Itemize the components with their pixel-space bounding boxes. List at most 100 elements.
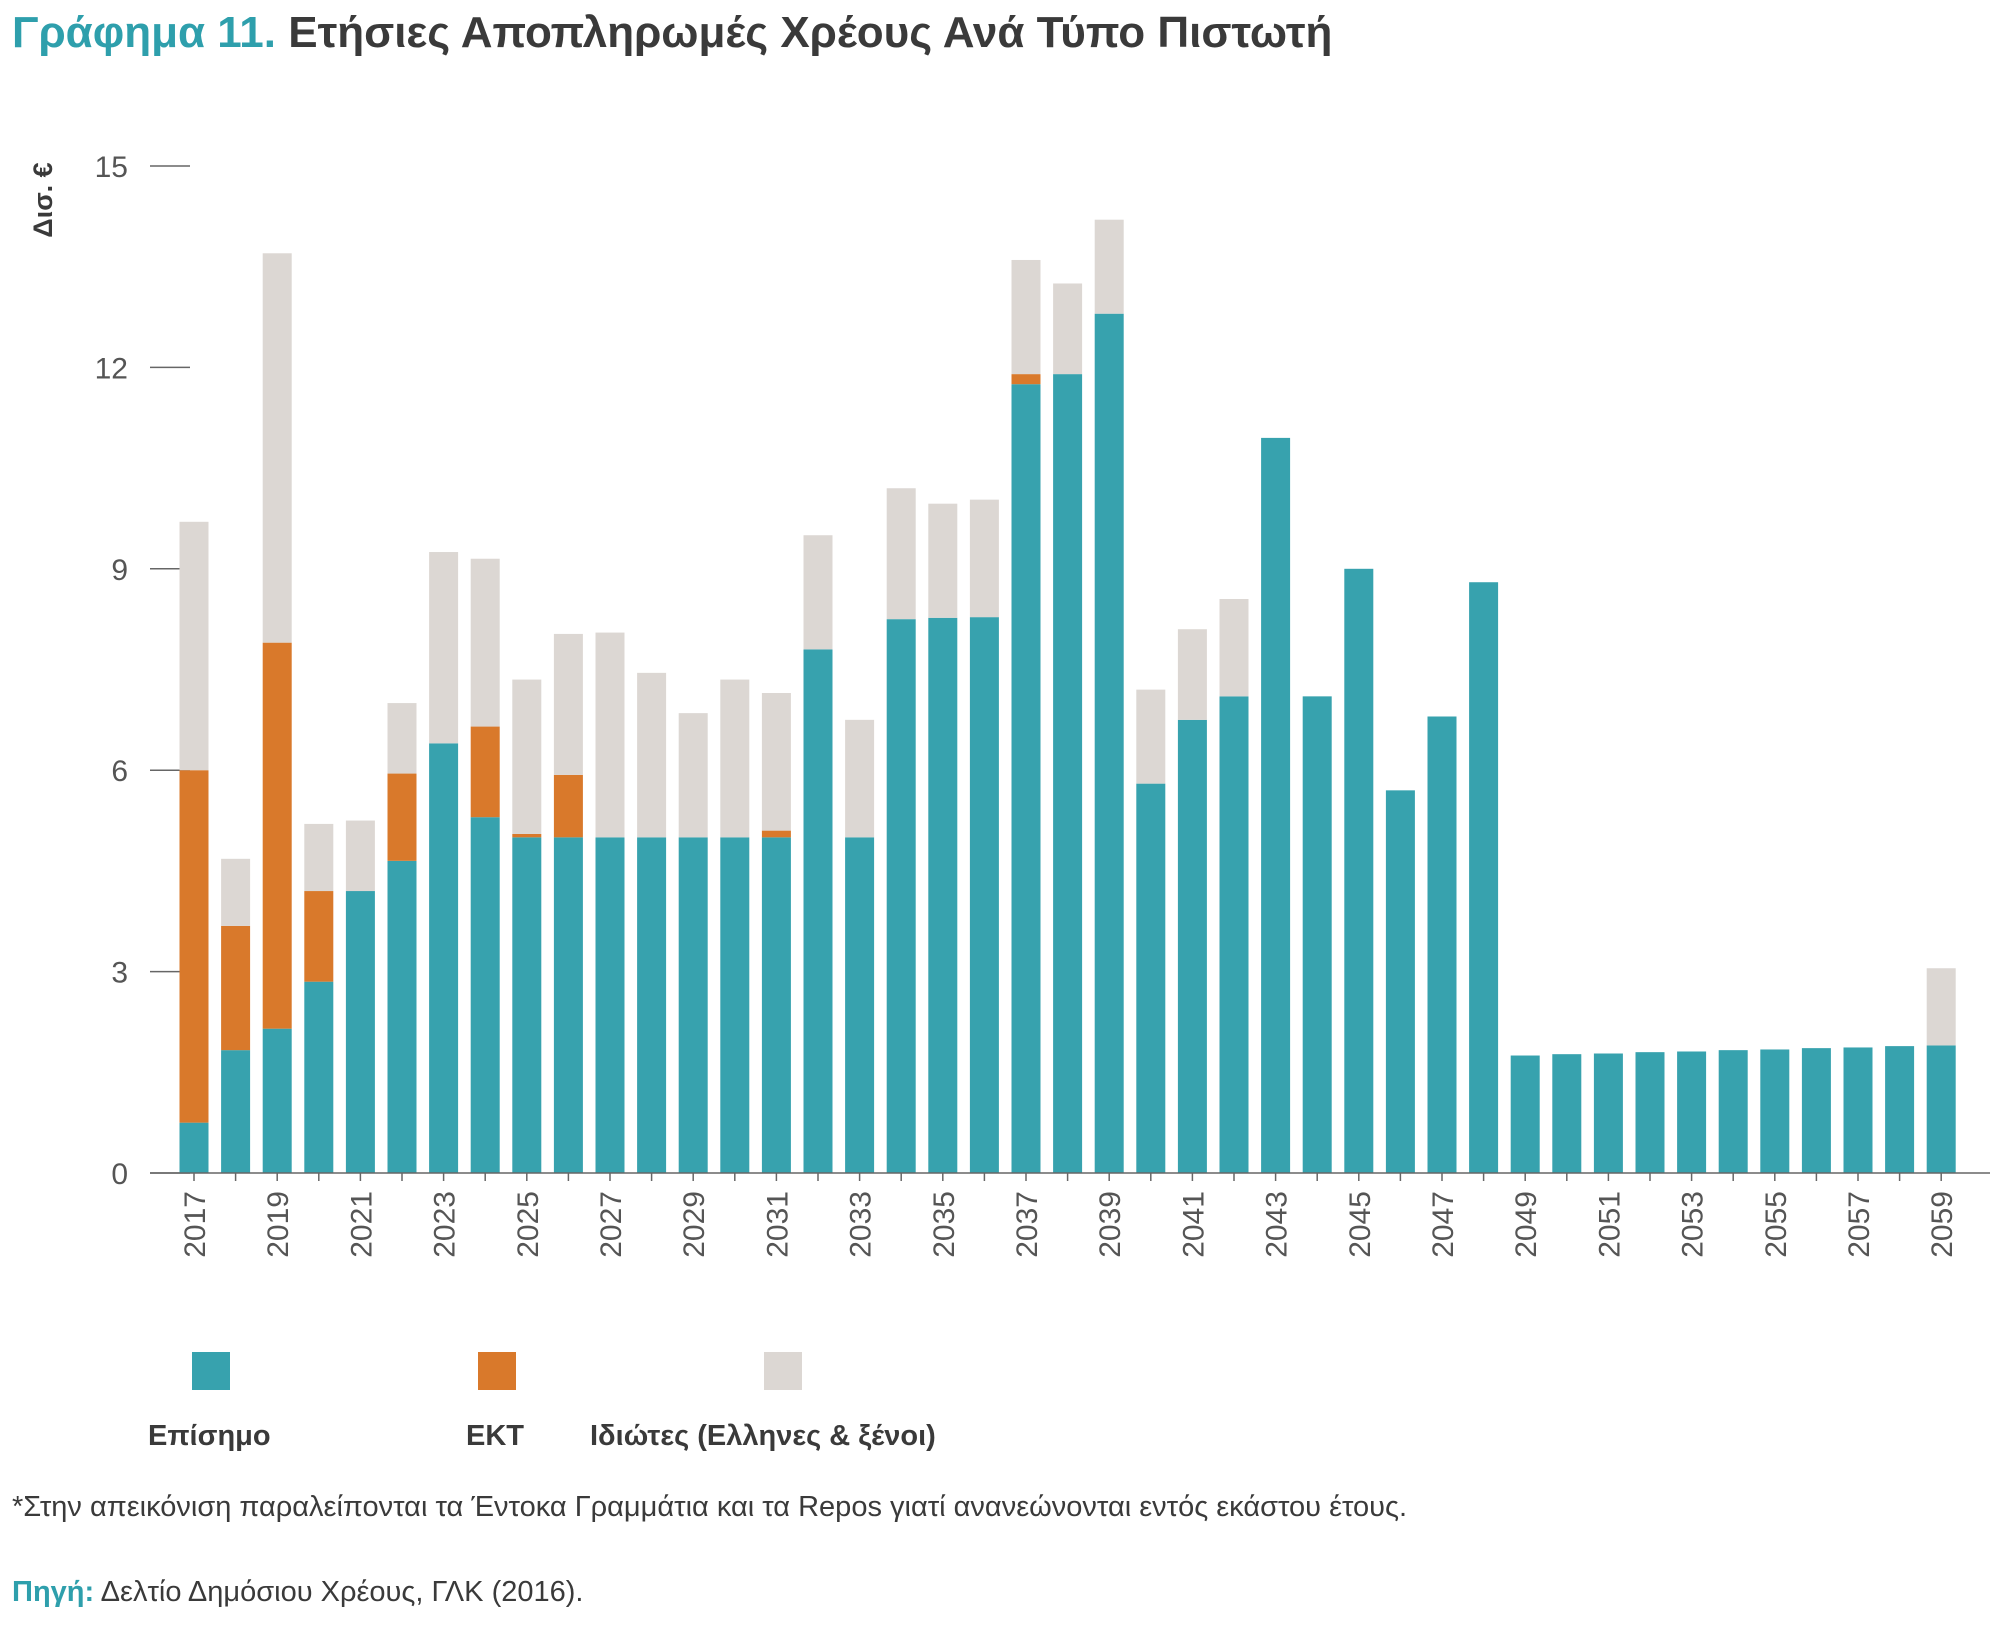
bar-private-2017 — [179, 521, 209, 771]
bar-ecb-2037 — [1011, 374, 1041, 385]
x-tick-label: 2033 — [845, 1191, 878, 1258]
bar-ecb-2018 — [221, 925, 251, 1051]
bar-official-2055 — [1760, 1049, 1790, 1173]
bar-private-2038 — [1053, 283, 1083, 375]
bar-ecb-2022 — [387, 773, 417, 861]
bar-private-2031 — [761, 692, 791, 831]
bar-ecb-2025 — [512, 833, 542, 838]
bar-private-2035 — [928, 503, 958, 618]
bar-official-2044 — [1302, 696, 1332, 1173]
bar-official-2048 — [1469, 582, 1499, 1173]
x-tick-label: 2049 — [1510, 1191, 1543, 1258]
legend-label-official: Επίσημο — [148, 1420, 271, 1452]
bar-ecb-2020 — [304, 891, 334, 982]
bar-official-2035 — [928, 617, 958, 1173]
x-tick-label: 2027 — [595, 1191, 628, 1258]
bar-official-2030 — [720, 837, 750, 1173]
bar-official-2028 — [637, 837, 667, 1173]
bar-private-2026 — [553, 633, 583, 775]
x-tick-label: 2051 — [1593, 1191, 1626, 1258]
bar-official-2023 — [429, 743, 459, 1173]
bar-official-2025 — [512, 837, 542, 1173]
legend-label-ecb: ΕΚΤ — [466, 1420, 524, 1452]
y-tick-label: 9 — [111, 554, 128, 587]
bar-official-2037 — [1011, 384, 1041, 1173]
x-tick-label: 2017 — [179, 1191, 212, 1258]
x-tick-label: 2043 — [1261, 1191, 1294, 1258]
bar-private-2034 — [886, 488, 916, 620]
bar-private-2021 — [345, 820, 375, 892]
bar-official-2046 — [1385, 790, 1415, 1173]
x-tick-label: 2023 — [429, 1191, 462, 1258]
bar-official-2020 — [304, 981, 334, 1173]
y-axis: 0 3 6 9 12 15 — [95, 151, 190, 1191]
bar-private-2039 — [1094, 219, 1124, 314]
x-tick-label: 2025 — [512, 1191, 545, 1258]
y-tick-label: 3 — [111, 957, 128, 990]
x-tick-label: 2019 — [262, 1191, 295, 1258]
x-tick-label: 2035 — [928, 1191, 961, 1258]
bar-official-2049 — [1510, 1055, 1540, 1173]
y-tick-label: 6 — [111, 755, 128, 788]
bar-private-2018 — [221, 858, 251, 926]
bar-official-2027 — [595, 837, 625, 1173]
bar-official-2022 — [387, 860, 417, 1173]
x-tick-label: 2045 — [1344, 1191, 1377, 1258]
source-line: Πηγή: Δελτίο Δημόσιου Χρέους, ΓΛΚ (2016)… — [12, 1576, 583, 1609]
bar-official-2021 — [345, 891, 375, 1173]
footnote: *Στην απεικόνιση παραλείπονται τα Έντοκα… — [12, 1491, 1408, 1523]
bar-private-2037 — [1011, 259, 1041, 375]
x-tick-label: 2047 — [1427, 1191, 1460, 1258]
bar-official-2039 — [1094, 313, 1124, 1173]
legend: Επίσημο ΕΚΤ Ιδιώτες (Ελληνες & ξένοι) — [0, 1352, 1100, 1462]
bar-official-2043 — [1261, 437, 1291, 1173]
bar-private-2028 — [637, 672, 667, 838]
bar-official-2053 — [1677, 1051, 1707, 1173]
bar-private-2027 — [595, 632, 625, 838]
x-tick-label: 2053 — [1677, 1191, 1710, 1258]
bar-official-2050 — [1552, 1054, 1582, 1173]
bar-official-2034 — [886, 619, 916, 1173]
bar-ecb-2031 — [761, 830, 791, 838]
y-tick-label: 12 — [95, 352, 128, 385]
source-text: Δελτίο Δημόσιου Χρέους, ΓΛΚ (2016). — [100, 1576, 584, 1608]
x-tick-label: 2029 — [678, 1191, 711, 1258]
bar-ecb-2024 — [470, 726, 500, 818]
chart-title: Γράφημα 11. Ετήσιες Αποπληρωμές Χρέους Α… — [12, 8, 1332, 58]
x-tick-label: 2059 — [1926, 1191, 1959, 1258]
bar-official-2058 — [1885, 1046, 1915, 1173]
bar-official-2052 — [1635, 1052, 1665, 1173]
x-tick-label: 2037 — [1011, 1191, 1044, 1258]
legend-label-private: Ιδιώτες (Ελληνες & ξένοι) — [590, 1420, 936, 1452]
bar-official-2051 — [1593, 1053, 1623, 1173]
x-tick-label: 2039 — [1094, 1191, 1127, 1258]
bar-official-2038 — [1053, 374, 1083, 1173]
bar-official-2040 — [1136, 783, 1166, 1173]
bar-official-2041 — [1177, 719, 1207, 1173]
bar-official-2031 — [761, 837, 791, 1173]
bar-private-2032 — [803, 535, 833, 650]
legend-swatch-official — [192, 1352, 230, 1390]
x-tick-label: 2041 — [1177, 1191, 1210, 1258]
bar-ecb-2026 — [553, 774, 583, 838]
bar-private-2059 — [1926, 968, 1956, 1046]
bar-private-2041 — [1177, 629, 1207, 720]
x-tick-label: 2021 — [345, 1191, 378, 1258]
x-tick-label: 2031 — [761, 1191, 794, 1258]
bar-private-2019 — [262, 253, 292, 643]
bar-official-2042 — [1219, 696, 1249, 1173]
bar-private-2023 — [429, 552, 459, 744]
bar-private-2036 — [969, 499, 999, 618]
bar-official-2045 — [1344, 568, 1374, 1173]
chart-title-number: Γράφημα 11. — [12, 8, 276, 57]
bar-private-2029 — [678, 713, 708, 838]
bar-private-2030 — [720, 679, 750, 838]
bar-ecb-2019 — [262, 642, 292, 1029]
bar-official-2032 — [803, 649, 833, 1173]
bar-private-2020 — [304, 823, 334, 892]
bar-official-2017 — [179, 1122, 209, 1173]
y-tick-label: 15 — [95, 151, 128, 184]
bar-official-2057 — [1843, 1047, 1873, 1173]
legend-swatch-ecb — [478, 1352, 516, 1390]
bar-official-2029 — [678, 837, 708, 1173]
